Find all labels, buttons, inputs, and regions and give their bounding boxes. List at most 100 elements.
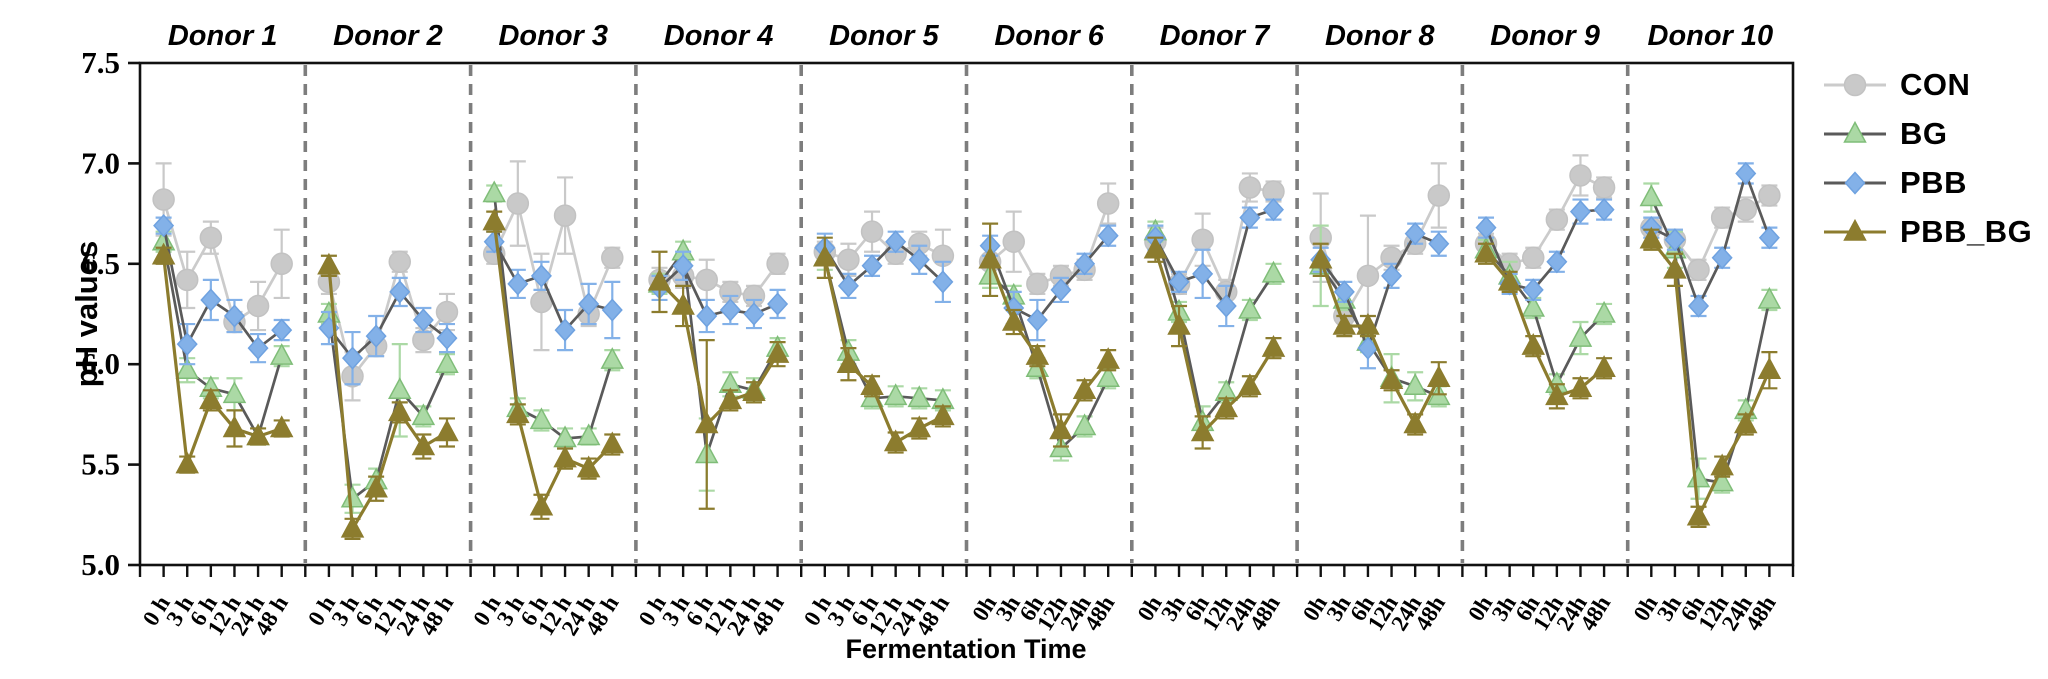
pbb_bg-marker <box>1474 240 1498 263</box>
pbb_bg-marker <box>1001 308 1026 331</box>
con-marker <box>1569 164 1592 187</box>
y-tick-label: 7.5 <box>81 45 120 80</box>
pbb_bg-marker <box>151 242 176 265</box>
pbb_bg-marker <box>1592 355 1616 377</box>
pbb-marker <box>1404 222 1426 246</box>
donor-title: Donor 3 <box>498 20 608 52</box>
pbb_bg-marker <box>836 351 861 373</box>
legend-label-pbb_bg: PBB_BG <box>1900 213 2033 249</box>
con-marker <box>1545 208 1569 231</box>
pbb_bg-marker <box>1403 411 1427 434</box>
pbb_bg-marker <box>694 411 719 434</box>
con-marker <box>246 294 270 318</box>
bg-marker <box>1686 465 1711 488</box>
pbb_bg-marker <box>931 403 955 426</box>
pbb_bg-marker <box>1261 335 1286 357</box>
pbb_bg-marker <box>1379 367 1404 390</box>
pbb_bg-marker <box>1686 503 1711 526</box>
pbb-marker <box>1475 216 1497 240</box>
pbb_bg-marker <box>718 387 743 410</box>
pbb_bg-marker <box>1710 453 1734 476</box>
con-marker <box>1758 184 1781 207</box>
pbb-marker <box>696 304 718 328</box>
pbb-marker <box>1168 270 1190 294</box>
con-marker <box>1096 192 1120 215</box>
pbb_bg-marker <box>576 455 601 478</box>
bg-marker <box>1639 184 1664 207</box>
pbb_bg-marker <box>813 244 837 267</box>
pbb-marker <box>743 302 765 326</box>
pbb-marker <box>153 214 175 238</box>
pbb-marker <box>578 292 600 316</box>
pbb-marker <box>1428 232 1450 256</box>
pbb_bg-marker <box>1427 365 1451 388</box>
legend-item-bg: BG <box>1822 109 2032 158</box>
bg-marker <box>1403 373 1427 396</box>
bg-marker <box>175 357 199 379</box>
legend-label-bg: BG <box>1900 115 1948 151</box>
pbb_bg-marker <box>1734 411 1758 434</box>
pbb_bg-marker <box>482 208 506 231</box>
pbb-marker <box>530 264 552 288</box>
pbb_bg-marker <box>317 252 341 275</box>
con-series-line <box>1485 173 1605 266</box>
bg-marker <box>340 485 365 508</box>
con-marker <box>1687 258 1710 282</box>
bg-marker <box>1521 294 1545 317</box>
pbb_bg-marker <box>1096 347 1120 369</box>
pbb-marker <box>271 318 293 342</box>
bg-marker <box>269 343 294 365</box>
pbb_bg-marker <box>553 445 577 468</box>
bg-marker <box>482 180 506 203</box>
legend-item-pbb: PBB <box>1822 158 2032 207</box>
pbb_bg-marker <box>364 475 388 498</box>
pbb_bg-marker <box>1238 373 1262 396</box>
pbb-marker <box>1215 294 1237 318</box>
pbb-marker <box>389 280 411 304</box>
bg-marker <box>576 423 601 446</box>
pbb-marker <box>601 298 623 322</box>
pbb-marker <box>176 332 198 356</box>
donor-title: Donor 2 <box>333 20 443 52</box>
pbb-marker <box>1664 228 1686 252</box>
bg-marker <box>907 385 932 408</box>
pbb_bg-marker <box>978 246 1002 269</box>
pbb-marker <box>932 270 954 294</box>
pbb-marker <box>861 254 883 278</box>
con-marker <box>553 204 577 227</box>
con-marker <box>1592 176 1616 199</box>
con-marker <box>1710 206 1734 229</box>
pbb_bg-marker <box>860 373 884 396</box>
bg-marker <box>529 407 554 430</box>
bg-marker <box>600 347 625 369</box>
pbb-marker <box>365 324 387 348</box>
pbb_bg-marker <box>1497 268 1522 291</box>
pbb-marker <box>412 308 434 332</box>
donor-title: Donor 10 <box>1648 20 1774 52</box>
pbb_bg-marker <box>1167 312 1191 335</box>
con-marker <box>837 248 860 272</box>
pbb-marker <box>1192 262 1214 286</box>
pbb-marker <box>483 230 505 254</box>
pbb_bg-marker <box>671 292 695 315</box>
y-tick-label: 5.0 <box>81 547 120 582</box>
con-marker <box>1026 272 1049 296</box>
pbb-marker <box>1593 197 1615 222</box>
pbb_bg-marker <box>388 399 412 422</box>
y-axis-title: pH values <box>69 240 105 388</box>
pbb_bg-marker <box>529 493 554 516</box>
pbb_bg-series-line <box>1153 249 1275 436</box>
pbb_bg-legend-marker-icon <box>1824 218 1886 241</box>
bg-series-line <box>1154 231 1275 426</box>
pbb-marker <box>342 346 364 370</box>
pbb-marker <box>672 254 694 278</box>
bg-marker <box>1592 300 1616 323</box>
donor-title: Donor 4 <box>664 20 774 52</box>
pbb-marker <box>908 248 930 272</box>
pbb_bg-marker <box>1356 312 1380 335</box>
pbb_bg-marker <box>1025 343 1050 365</box>
pbb_bg-marker <box>1143 236 1168 259</box>
con-marker <box>175 268 199 292</box>
pbb_bg-marker <box>907 415 932 438</box>
y-tick-label: 6.0 <box>81 346 120 381</box>
